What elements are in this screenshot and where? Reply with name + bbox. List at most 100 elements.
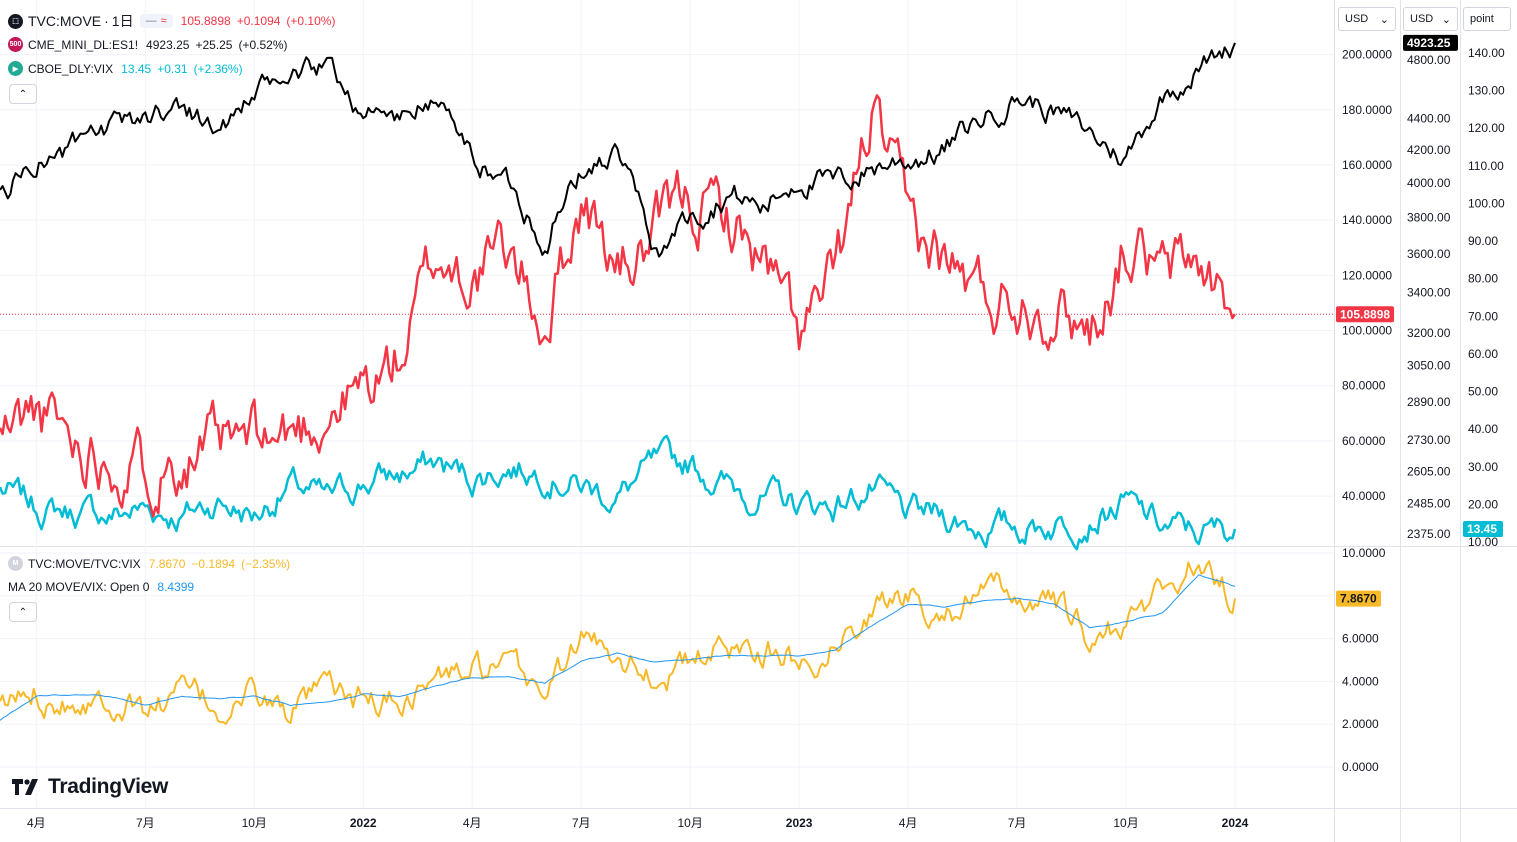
move-axis-tick: 160.0000	[1342, 158, 1392, 172]
overlay-change-pct: (+2.36%)	[193, 61, 243, 76]
time-axis-tick: 7月	[136, 816, 155, 830]
currency-value: USD	[1410, 13, 1434, 25]
ratio-change-pct: (−2.35%)	[241, 556, 291, 571]
vix-last-badge-bg	[1463, 521, 1503, 538]
move-axis-tick: 80.0000	[1342, 379, 1386, 393]
time-axis-tick: 10月	[677, 816, 702, 830]
time-axis-tick: 4月	[463, 816, 482, 830]
main-legend: ⬚ TVC:MOVE · 1日 — ≈ 105.8898 +0.1094 (+0…	[8, 11, 341, 31]
tradingview-logo[interactable]: TradingView	[12, 775, 168, 799]
ratio-last-badge-bg	[1336, 590, 1381, 607]
currency-select-move[interactable]: USD ⌄	[1338, 7, 1396, 31]
ma-series-line[interactable]	[0, 574, 1236, 721]
move-axis-tick: 140.0000	[1342, 213, 1392, 227]
move-axis-tick: 120.0000	[1342, 268, 1392, 282]
vix-symbol-icon: ▶	[8, 61, 23, 76]
chevron-up-icon: ⌃	[18, 88, 28, 100]
es-symbol-icon: 500	[8, 37, 23, 52]
dot-separator: ·	[104, 13, 109, 29]
time-axis-tick: 4月	[899, 816, 918, 830]
ratio-name[interactable]: TVC:MOVE/TVC:VIX	[28, 556, 141, 571]
es-axis-tick: 4200.00	[1407, 143, 1451, 157]
ratio-axis-tick: 4.0000	[1342, 674, 1379, 688]
symbol-logo-icon: ⬚	[8, 13, 23, 29]
ratio-series-line[interactable]	[0, 560, 1236, 725]
main-change: +0.1094	[236, 14, 281, 28]
overlay-legend-es[interactable]: 500 CME_MINI_DL:ES1! 4923.25 +25.25 (+0.…	[8, 37, 294, 52]
move-axis-tick: 200.0000	[1342, 48, 1392, 62]
ratio-last: 7.8670	[148, 556, 186, 571]
time-axis-tick: 10月	[1113, 816, 1138, 830]
ratio-axis-tick: 10.0000	[1342, 546, 1386, 560]
chevron-up-icon: ⌃	[18, 606, 28, 618]
vix-axis-tick: 70.00	[1468, 309, 1498, 323]
tradingview-logo-icon	[12, 779, 38, 795]
unit-select-vix[interactable]: point	[1463, 7, 1511, 31]
chevron-down-icon: ⌄	[1441, 13, 1451, 26]
legend-toggle-pill[interactable]: — ≈	[139, 14, 173, 28]
es-axis-tick: 2730.00	[1407, 433, 1451, 447]
es-last-badge-bg	[1403, 34, 1458, 51]
move-last-badge-bg	[1336, 306, 1394, 323]
es-axis-tick: 2375.00	[1407, 527, 1451, 541]
vix-axis-tick: 110.00	[1468, 159, 1504, 173]
ma-legend[interactable]: MA 20 MOVE/VIX: Open 0 8.4399	[8, 580, 200, 594]
es-axis-tick: 3050.00	[1407, 358, 1451, 372]
vix-series-line[interactable]	[0, 434, 1237, 551]
time-axis-tick: 10月	[242, 816, 267, 830]
line-style-icon: —	[145, 15, 157, 27]
vix-axis-tick: 50.00	[1468, 385, 1498, 399]
overlay-last: 13.45	[121, 61, 152, 76]
vix-axis-tick: 10.00	[1468, 535, 1498, 549]
chevron-down-icon: ⌄	[1379, 13, 1389, 26]
time-axis-tick: 2024	[1222, 816, 1249, 830]
main-symbol-name[interactable]: TVC:MOVE	[28, 13, 102, 29]
time-axis-tick: 2022	[350, 816, 377, 830]
vix-axis-tick: 130.00	[1468, 84, 1505, 98]
collapse-lower-legend-button[interactable]: ⌃	[9, 602, 37, 622]
overlay-legend-vix[interactable]: ▶ CBOE_DLY:VIX 13.45 +0.31 (+2.36%)	[8, 61, 249, 76]
es-last-badge: 4923.25	[1407, 36, 1451, 50]
move-series-line[interactable]	[0, 94, 1237, 518]
time-axis-tick: 4月	[27, 816, 46, 830]
ratio-axis-tick: 6.0000	[1342, 632, 1379, 646]
es-axis-tick: 2485.00	[1407, 496, 1451, 510]
ma-name[interactable]: MA 20 MOVE/VIX: Open 0	[8, 580, 150, 594]
main-last-value: 105.8898	[180, 14, 231, 28]
overlay-name[interactable]: CME_MINI_DL:ES1!	[28, 37, 139, 52]
ratio-change: −0.1894	[191, 556, 236, 571]
ratio-legend[interactable]: M TVC:MOVE/TVC:VIX 7.8670 −0.1894 (−2.35…	[8, 556, 296, 571]
vix-axis-tick: 90.00	[1468, 234, 1498, 248]
vix-axis-tick: 30.00	[1468, 460, 1498, 474]
es-axis-tick: 3200.00	[1407, 326, 1451, 340]
time-axis-tick: 7月	[572, 816, 591, 830]
compare-icon: ≈	[160, 15, 167, 27]
overlay-change: +25.25	[195, 37, 233, 52]
es-axis-tick: 3600.00	[1407, 247, 1451, 261]
vix-axis-tick: 80.00	[1468, 272, 1498, 286]
ratio-axis-tick: 2.0000	[1342, 717, 1379, 731]
currency-value: USD	[1345, 13, 1369, 25]
es-axis-tick: 3400.00	[1407, 285, 1451, 299]
overlay-change-pct: (+0.52%)	[238, 37, 288, 52]
ratio-symbol-icon: M	[8, 556, 23, 571]
vix-axis-tick: 140.00	[1468, 46, 1505, 60]
main-change-pct: (+0.10%)	[286, 14, 336, 28]
vix-axis-tick: 40.00	[1468, 422, 1498, 436]
vix-axis-tick: 120.00	[1468, 121, 1505, 135]
overlay-name[interactable]: CBOE_DLY:VIX	[28, 61, 114, 76]
time-axis-tick: 2023	[786, 816, 813, 830]
vix-last-badge: 13.45	[1467, 522, 1497, 536]
currency-select-es[interactable]: USD ⌄	[1403, 7, 1458, 31]
ratio-axis-tick: 0.0000	[1342, 760, 1379, 774]
collapse-legend-button[interactable]: ⌃	[9, 84, 37, 104]
es-axis-tick: 4400.00	[1407, 112, 1451, 126]
time-axis-tick: 7月	[1008, 816, 1027, 830]
es-series-line[interactable]	[0, 42, 1236, 258]
unit-value: point	[1470, 13, 1494, 25]
interval-label[interactable]: 1日	[111, 13, 134, 29]
vix-axis-tick: 100.00	[1468, 196, 1505, 210]
move-axis-tick: 100.0000	[1342, 324, 1392, 338]
